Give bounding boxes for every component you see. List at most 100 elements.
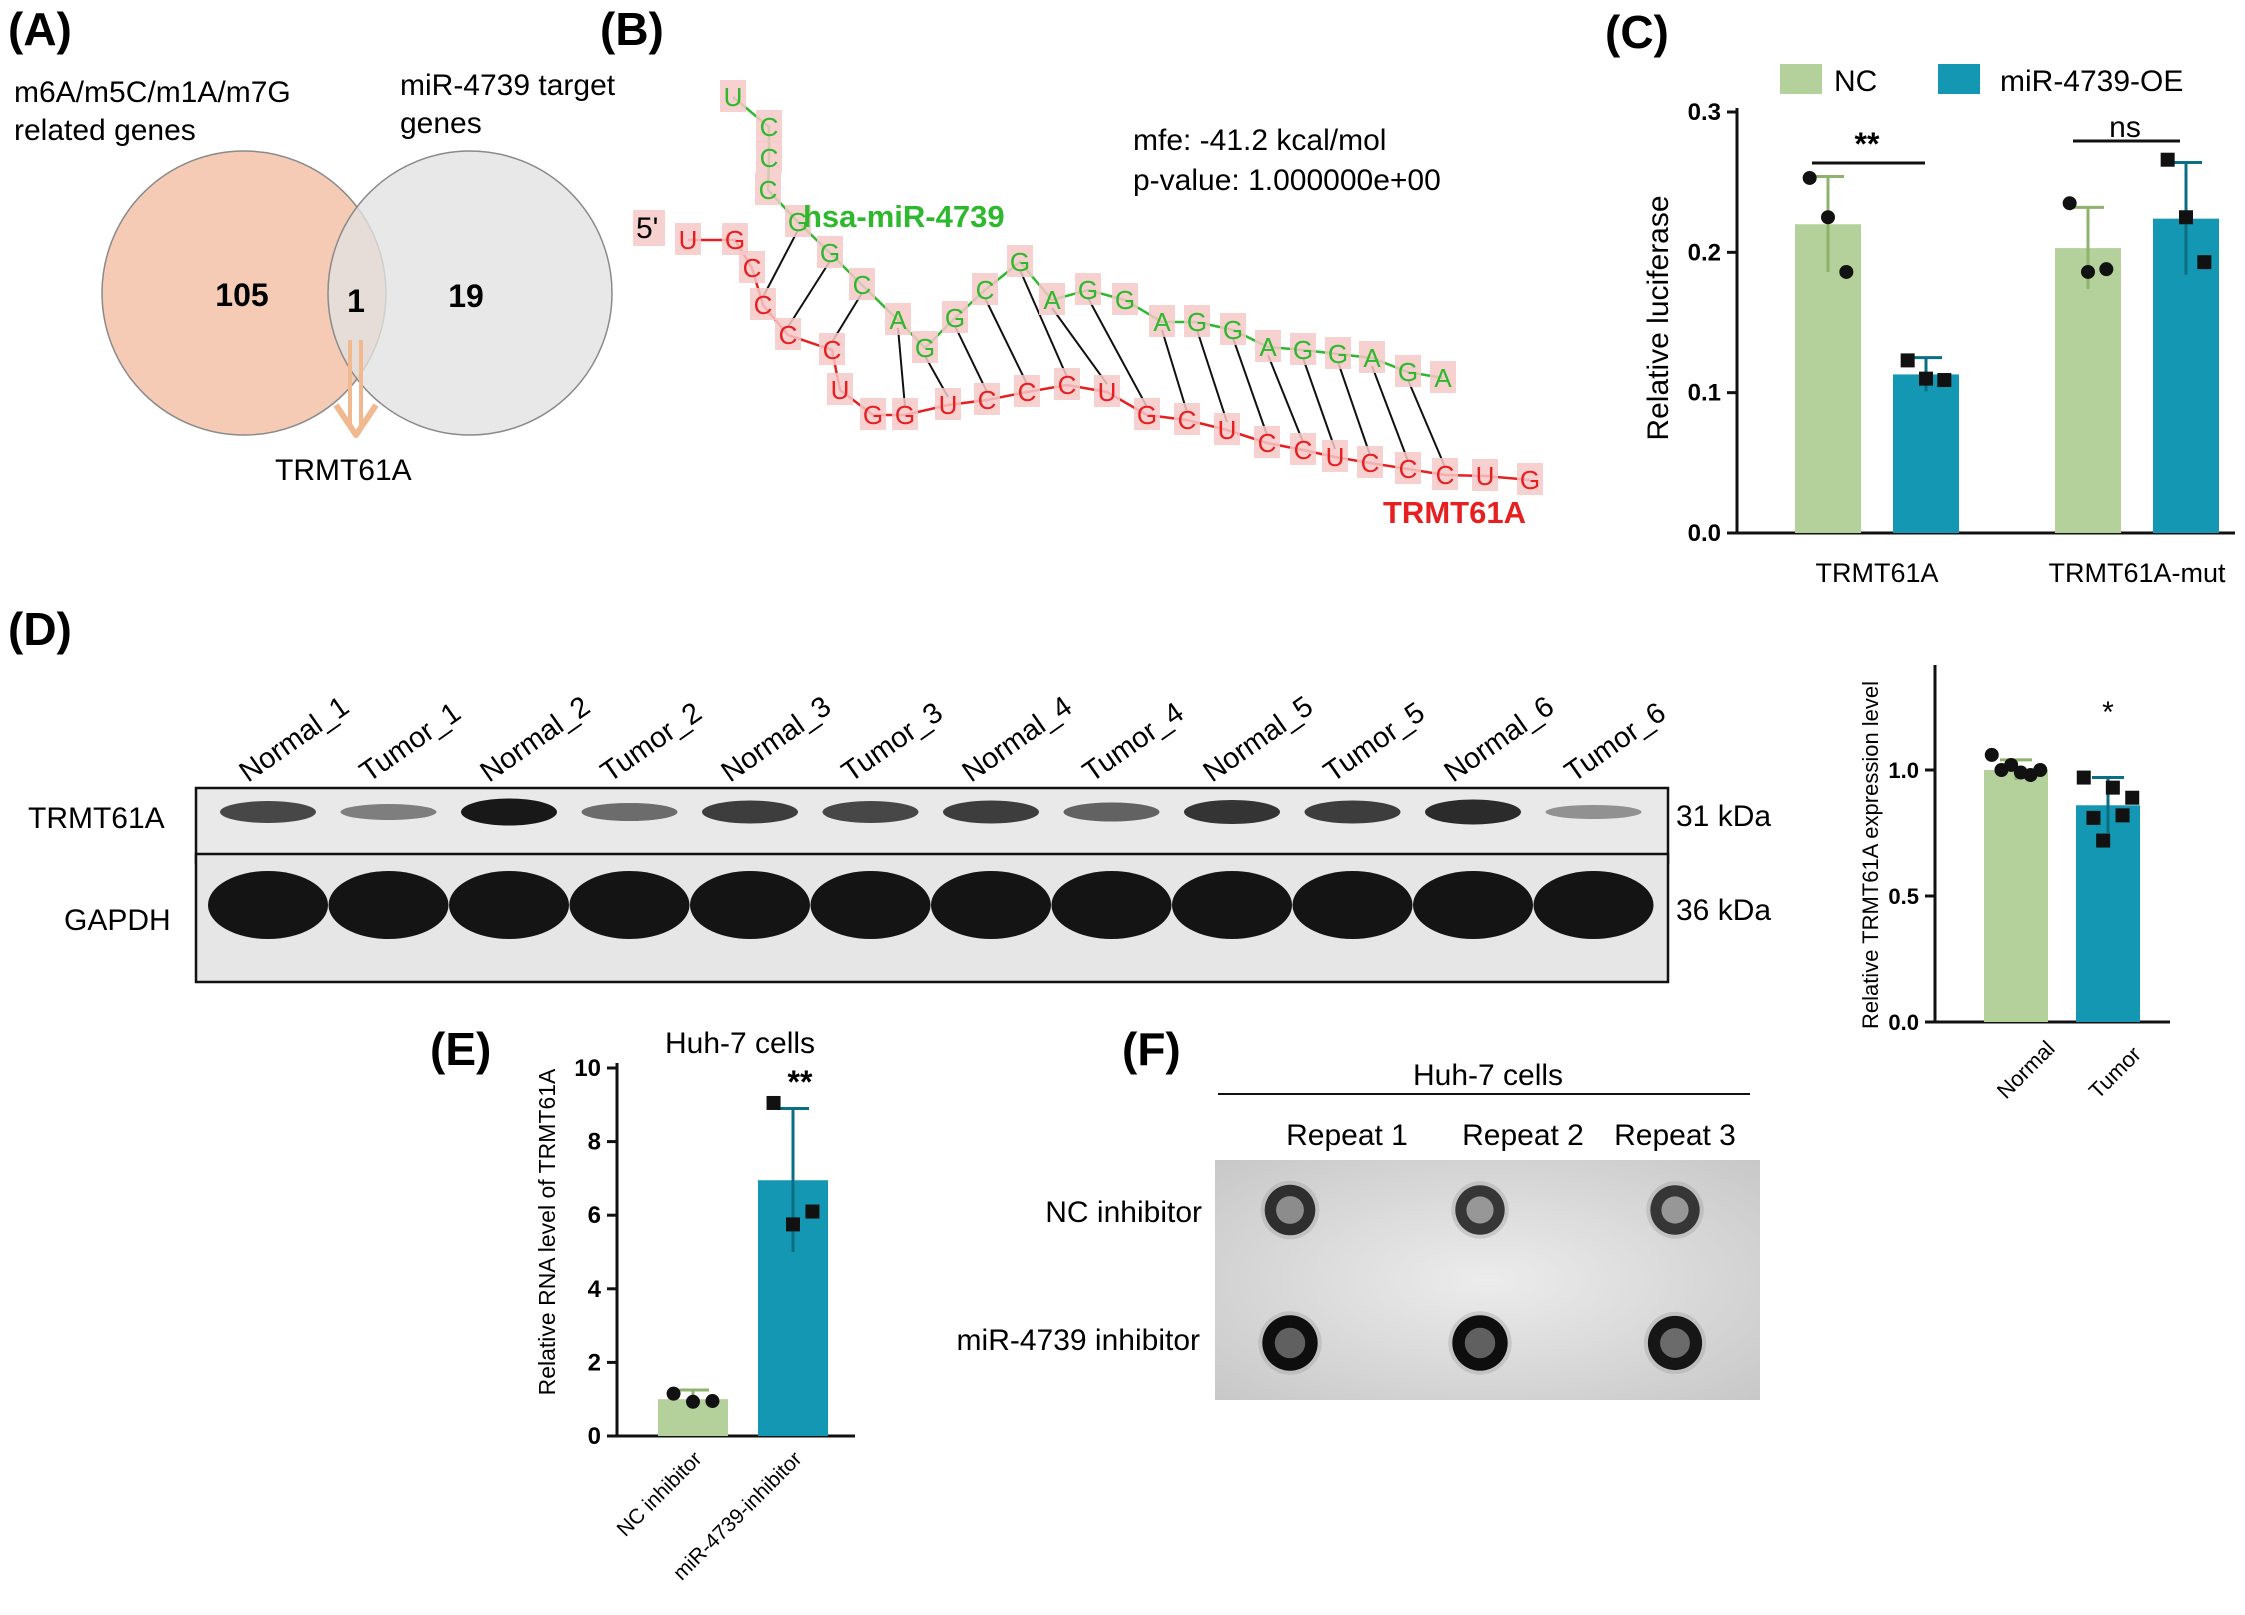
gapdh-band [1533,871,1654,939]
c-TRMT61A-mut-miR-4739-OE-point [2197,255,2212,270]
y-tick-label: 6 [588,1202,601,1229]
mirna-base-highlight [1359,341,1385,373]
trmt61a-band [1063,802,1160,822]
lane-label: Normal_3 [716,690,837,788]
mirna-base-highlight [849,268,875,300]
target-name: TRMT61A [1383,495,1526,530]
lane-label: Normal_4 [957,690,1078,788]
y-tick-label: 1.0 [1888,758,1919,783]
gapdh-band [1051,871,1172,939]
y-tick-label: 0.2 [1688,239,1721,266]
blot-strip-trmt61a [194,786,1670,865]
panel-c-sig-1: ** [1855,126,1880,162]
target-base-highlight [1134,398,1160,430]
target-base: U [831,375,850,405]
mirna-base-highlight [1149,305,1175,337]
lane-label: Normal_2 [475,690,596,788]
d-Normal-point [2004,757,2019,772]
gapdh-band [690,871,810,939]
venn-right-circle [327,150,613,436]
target-base: C [754,290,773,320]
x-category-label: TRMT61A [1815,558,1938,588]
target-base-highlight [775,318,801,350]
venn-left-title-line1: m6A/m5C/m1A/m7G [14,76,291,109]
panel-d-y-label: Relative TRMT61A expression level [1858,681,1883,1029]
mirna-base: A [1434,363,1452,393]
target-base: C [1399,454,1418,484]
blot-row-label-trmt61a: TRMT61A [28,802,165,835]
target-base-highlight [1094,375,1120,407]
mirna-base-highlight [1325,337,1351,369]
e-NC inhibitor-point [686,1394,700,1409]
panel-f-title: Huh-7 cells [1413,1059,1563,1092]
target-base: G [1137,400,1157,430]
y-tick-label: 0.5 [1888,884,1919,909]
trmt61a-band [461,798,557,826]
gapdh-band [931,871,1051,939]
gapdh-band [208,871,328,939]
mfe-text: mfe: -41.2 kcal/mol [1133,124,1386,157]
mirna-base-highlight [1184,305,1210,337]
legend-label-nc: NC [1834,65,1877,98]
target-base-highlight [819,333,845,365]
mirna-base-highlight [756,110,782,142]
mirna-base-highlight [1220,313,1246,345]
blot-lane-labels: Normal_1 Tumor_1 Normal_2 Tumor_2 Normal_3 Tu… [234,690,1672,788]
target-base: C [1294,435,1313,465]
panel-c-y-label: Relative luciferase [1642,195,1675,440]
gapdh-band [569,871,690,939]
mirna-base: C [760,112,779,142]
mirna-base: G [945,303,965,333]
trmt61a-band [220,801,316,823]
target-base-highlight [739,251,765,283]
panel-e-y-label: Relative RNA level of TRMT61A [534,1068,560,1395]
mirna-base: A [1043,285,1061,315]
venn-overlap-count: 1 [347,283,365,319]
x-category-label: TRMT61A-mut [2048,558,2226,588]
lane-label: Normal_6 [1439,690,1560,788]
target-base-highlight [860,398,886,430]
e-miR-4739-inhibitor-point [766,1095,781,1110]
venn-result-gene: TRMT61A [275,454,412,487]
dot-center [1276,1196,1304,1224]
d-Normal-bar [1984,770,2048,1022]
c-TRMT61A-mut-miR-4739-OE-point [2179,210,2193,225]
mirna-base-highlight [720,80,746,112]
gapdh-band [1413,871,1533,939]
dot-center [1274,1327,1306,1359]
mirna-base: A [1153,307,1171,337]
mirna-base-highlight [1112,283,1138,315]
c-TRMT61A-NC-point [1821,210,1835,225]
target-base-highlight [1357,446,1383,478]
target-base-highlight [1054,368,1080,400]
gapdh-band [328,871,449,939]
venn-right-title-line2: genes [400,107,482,140]
e-NC inhibitor-point [666,1386,681,1401]
mirna-base: A [889,305,907,335]
dot-col-2: Repeat 2 [1462,1119,1584,1152]
target-base-highlight [1014,375,1040,407]
y-tick-label: 2 [588,1349,601,1376]
target-base: C [823,335,842,365]
blot-bands [208,798,1654,939]
target-base: U [939,390,958,420]
mirna-base: G [1187,307,1207,337]
venn-left-title-line2: related genes [14,114,196,147]
e-NC inhibitor-point [705,1394,720,1409]
base-pair-line [787,260,831,328]
target-base-highlight [750,288,776,320]
d-Normal-point [1984,747,1999,762]
mirna-base-highlight [1007,245,1033,277]
trmt61a-band [1545,805,1642,819]
gapdh-band [810,871,931,939]
mirna-base-highlight [972,273,998,305]
target-base-highlight [1322,440,1348,472]
mirna-base: U [724,82,743,112]
mirna-base: G [1293,335,1313,365]
trmt61a-band [581,803,678,821]
mirna-base-highlight [1395,355,1421,387]
base-pair-line [1302,357,1336,450]
target-base-highlight [1214,413,1240,445]
